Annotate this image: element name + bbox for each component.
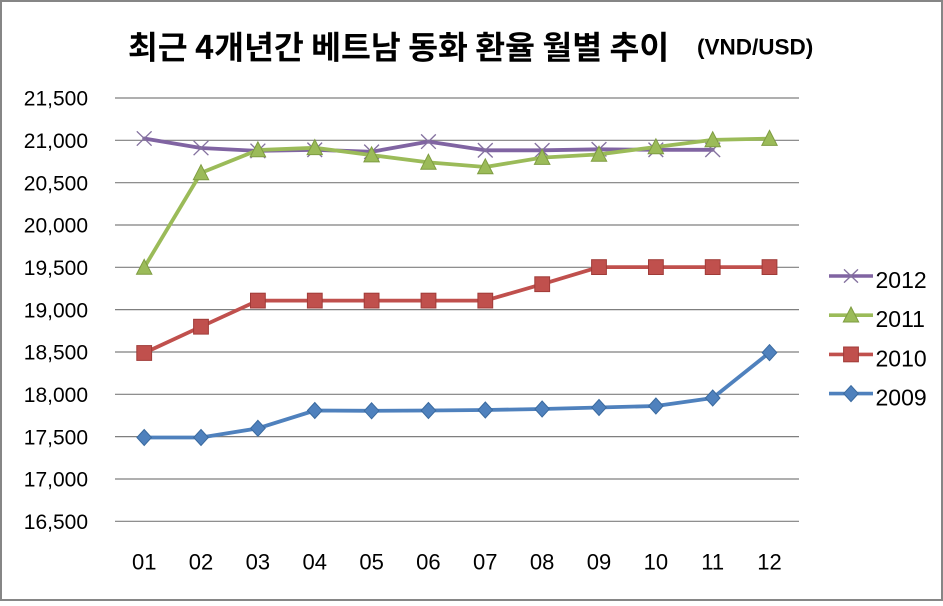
- svg-text:2010: 2010: [876, 345, 927, 371]
- svg-text:05: 05: [359, 550, 383, 575]
- svg-text:17,000: 17,000: [24, 469, 88, 492]
- svg-text:21,000: 21,000: [24, 130, 88, 153]
- svg-text:04: 04: [303, 550, 327, 575]
- svg-text:2011: 2011: [876, 306, 925, 332]
- svg-text:19,500: 19,500: [24, 257, 88, 280]
- svg-text:18,500: 18,500: [24, 342, 88, 365]
- svg-text:03: 03: [246, 550, 270, 575]
- svg-text:2012: 2012: [876, 267, 927, 293]
- svg-text:07: 07: [473, 550, 497, 575]
- svg-text:09: 09: [587, 550, 611, 575]
- svg-text:19,000: 19,000: [24, 299, 88, 322]
- svg-text:18,000: 18,000: [24, 384, 88, 407]
- svg-text:16,500: 16,500: [24, 511, 88, 534]
- svg-text:20,000: 20,000: [24, 215, 88, 238]
- svg-text:02: 02: [189, 550, 213, 575]
- svg-text:21,500: 21,500: [24, 88, 88, 111]
- svg-text:08: 08: [530, 550, 554, 575]
- svg-text:(VND/USD): (VND/USD): [697, 35, 813, 60]
- svg-text:01: 01: [132, 550, 156, 575]
- svg-text:17,500: 17,500: [24, 426, 88, 449]
- svg-text:2009: 2009: [876, 385, 927, 411]
- svg-text:11: 11: [701, 550, 724, 575]
- svg-text:20,500: 20,500: [24, 172, 88, 195]
- svg-text:12: 12: [757, 550, 781, 575]
- svg-text:10: 10: [644, 550, 668, 575]
- svg-text:06: 06: [416, 550, 440, 575]
